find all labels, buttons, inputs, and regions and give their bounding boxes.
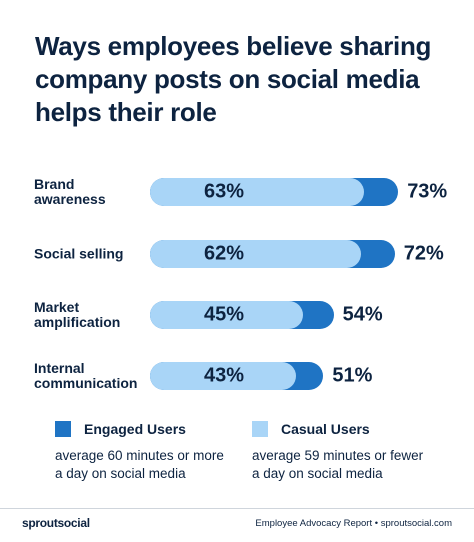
category-label: Brand awareness — [34, 176, 106, 207]
value-label: 43% — [204, 364, 245, 387]
casual-bar — [150, 240, 361, 268]
legend-description: average 60 minutes or more a day on soci… — [55, 448, 224, 481]
footer-brand: sproutsocial — [22, 516, 90, 530]
casual-bar — [150, 362, 297, 390]
footer-source: Employee Advocacy Report • sproutsocial.… — [255, 518, 452, 529]
value-label: 73% — [407, 180, 448, 203]
chart-title: Ways employees believe sharing company p… — [35, 31, 432, 127]
legend-description: average 59 minutes or fewer a day on soc… — [252, 448, 424, 481]
category-label: Internal communication — [34, 360, 138, 391]
category-label: Market amplification — [34, 299, 121, 330]
footer-rule — [0, 508, 474, 509]
legend-swatch — [252, 421, 268, 437]
value-label: 51% — [332, 364, 373, 387]
casual-bar — [150, 301, 303, 329]
value-label: 45% — [204, 303, 245, 326]
value-label: 63% — [204, 180, 245, 203]
category-label: Social selling — [34, 245, 124, 262]
casual-bar — [150, 178, 365, 206]
legend-swatch — [55, 421, 71, 437]
value-label: 72% — [403, 242, 444, 265]
value-label: 54% — [342, 303, 383, 326]
value-label: 62% — [204, 242, 245, 265]
legend-label: Casual Users — [281, 421, 370, 437]
legend-label: Engaged Users — [84, 421, 186, 437]
